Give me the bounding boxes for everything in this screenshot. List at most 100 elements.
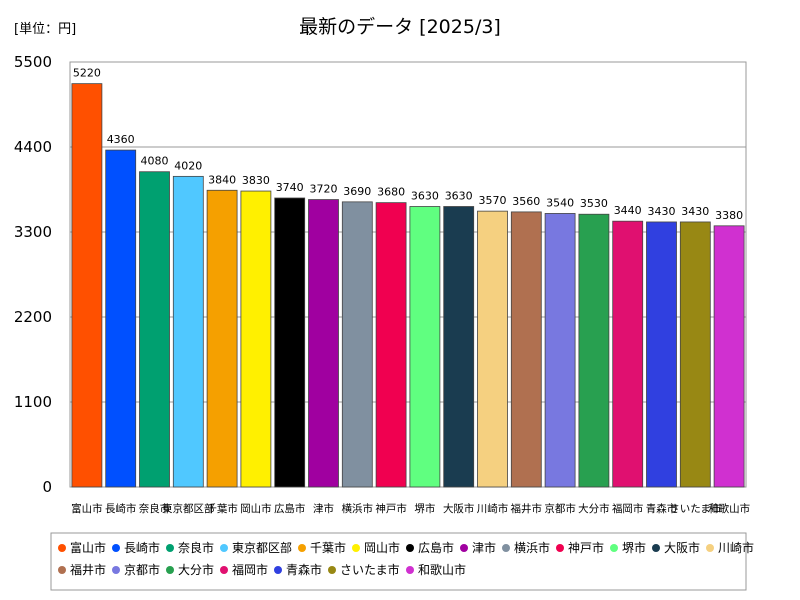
- legend-marker: [652, 544, 660, 552]
- legend-label: 福井市: [70, 562, 106, 577]
- legend-label: 神戸市: [568, 540, 604, 555]
- x-tick-label: 京都市: [544, 502, 576, 515]
- legend-label: 川崎市: [718, 540, 754, 555]
- y-tick-label: 1100: [14, 393, 52, 411]
- legend-marker: [610, 544, 618, 552]
- x-tick-label: 岡山市: [240, 502, 272, 515]
- bar: [713, 225, 745, 488]
- x-axis-ticks: 富山市 長崎市 奈良市東京都区部千葉市 岡山市 広島市 津市 横浜市 神戸市 堺市 大阪市 川崎市福…: [71, 502, 750, 515]
- data-label: 3430: [648, 205, 676, 218]
- legend-label: 千葉市: [310, 540, 346, 555]
- bar: [341, 201, 373, 488]
- legend-marker: [460, 544, 468, 552]
- data-label: 4080: [141, 155, 169, 168]
- legend-marker: [556, 544, 564, 552]
- x-tick-label: 奈良市: [139, 502, 171, 515]
- plot-area: [69, 61, 747, 488]
- legend: 富山市 長崎市 奈良市 東京都区部 千葉市 岡山市 広島市 津市 横浜市 神戸市 堺市 大阪市 川崎市福…: [58, 540, 754, 577]
- data-label: 3720: [310, 183, 338, 196]
- y-tick-label: 4400: [14, 138, 52, 156]
- legend-label: 東京都区部: [232, 540, 292, 555]
- legend-label: 福岡市: [232, 562, 268, 577]
- x-tick-label: 富山市: [71, 502, 103, 515]
- legend-marker: [706, 544, 714, 552]
- legend-label: 横浜市: [514, 540, 550, 555]
- x-tick-label: 福井市: [511, 502, 543, 515]
- bar: [308, 199, 339, 488]
- legend-marker: [220, 566, 228, 574]
- legend-box: [50, 532, 747, 591]
- data-label: 3440: [614, 204, 642, 217]
- x-tick-label: 長崎市: [105, 502, 137, 515]
- legend-marker: [58, 544, 66, 552]
- x-tick-label: 大分市: [578, 502, 610, 515]
- legend-marker: [298, 544, 306, 552]
- data-label: 3530: [580, 197, 608, 210]
- data-label: 3840: [208, 173, 236, 186]
- data-label: 3680: [377, 186, 405, 199]
- bar: [71, 83, 103, 488]
- legend-label: 岡山市: [364, 540, 400, 555]
- legend-label: 大分市: [178, 562, 214, 577]
- bar: [646, 221, 677, 488]
- bar: [375, 202, 407, 488]
- legend-marker: [352, 544, 360, 552]
- bar: [240, 190, 272, 488]
- legend-marker: [328, 566, 336, 574]
- x-tick-label: 津市: [313, 502, 334, 515]
- x-tick-label: 横浜市: [342, 502, 374, 515]
- data-labels: 5220 4360 4080 4020 3840 3830 3740 3720 3690 3680…: [73, 67, 743, 222]
- bar: [578, 213, 610, 488]
- bar: [172, 175, 204, 488]
- legend-label: 青森市: [286, 562, 322, 577]
- bars: [71, 83, 745, 488]
- legend-label: 大阪市: [664, 540, 700, 555]
- x-tick-label: 堺市: [414, 502, 435, 515]
- unit-label: [単位：円]: [14, 21, 76, 37]
- legend-marker: [274, 566, 282, 574]
- data-label: 3830: [242, 174, 270, 187]
- data-label: 3630: [445, 190, 473, 203]
- bar: [206, 189, 238, 488]
- x-tick-label: 千葉市: [206, 502, 238, 515]
- x-tick-label: 青森市: [646, 502, 678, 515]
- x-tick-label: 和歌山市: [708, 502, 750, 515]
- x-tick-label: 広島市: [274, 502, 306, 515]
- data-label: 3690: [343, 185, 371, 198]
- legend-label: 広島市: [418, 540, 454, 555]
- data-label: 3560: [512, 195, 540, 208]
- data-label: 5220: [73, 67, 101, 80]
- legend-marker: [166, 566, 174, 574]
- data-label: 4360: [107, 133, 135, 146]
- data-label: 3570: [479, 194, 507, 207]
- legend-marker: [406, 544, 414, 552]
- x-tick-label: 福岡市: [612, 502, 644, 515]
- legend-label: 奈良市: [178, 540, 214, 555]
- bar: [544, 213, 576, 488]
- data-label: 3380: [715, 209, 743, 222]
- legend-label: 長崎市: [124, 540, 160, 555]
- data-label: 3540: [546, 196, 574, 209]
- bar: [139, 171, 170, 488]
- legend-label: 和歌山市: [418, 562, 466, 577]
- legend-label: 津市: [472, 540, 496, 555]
- x-tick-label: 大阪市: [443, 502, 475, 515]
- y-tick-label: 5500: [14, 53, 52, 71]
- legend-marker: [166, 544, 174, 552]
- y-axis-ticks: 0 1100 2200 3300 4400 5500: [14, 53, 52, 496]
- legend-label: 富山市: [70, 540, 106, 555]
- x-tick-label: 東京都区部: [162, 502, 215, 515]
- legend-marker: [58, 566, 66, 574]
- bar: [274, 197, 306, 488]
- x-tick-label: さいたま市: [669, 502, 721, 515]
- legend-label: さいたま市: [340, 562, 400, 577]
- data-label: 3630: [411, 190, 439, 203]
- y-tick-label: 3300: [14, 223, 52, 241]
- legend-marker: [502, 544, 510, 552]
- legend-marker: [220, 544, 228, 552]
- bar: [105, 149, 137, 488]
- legend-label: 京都市: [124, 562, 160, 577]
- legend-label: 堺市: [622, 540, 646, 555]
- bar: [409, 206, 441, 488]
